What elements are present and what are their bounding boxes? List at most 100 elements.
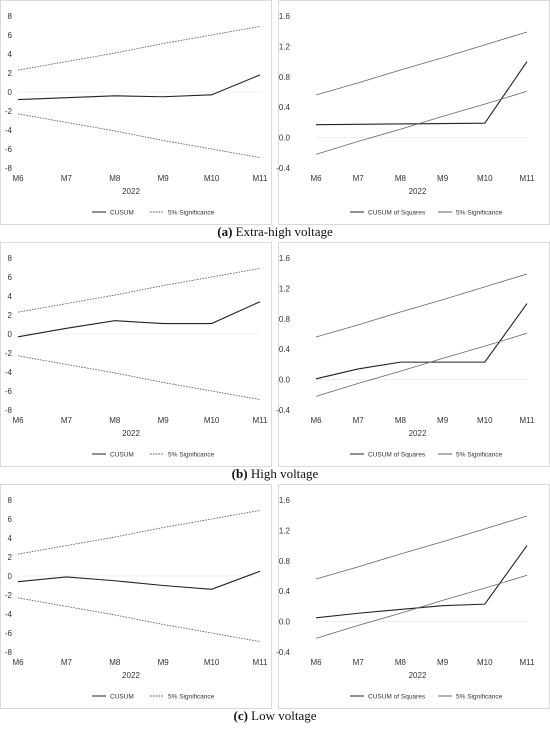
y-tick-label: 0 bbox=[8, 330, 13, 339]
y-tick-label: -2 bbox=[5, 591, 13, 600]
x-tick-label: M10 bbox=[204, 416, 220, 425]
y-tick-label: -6 bbox=[5, 387, 13, 396]
significance-upper-line bbox=[315, 31, 528, 96]
significance-upper-line bbox=[315, 273, 528, 338]
y-tick-label: 0.8 bbox=[279, 557, 291, 566]
chart-legend: CUSUM 5% Significance bbox=[92, 210, 215, 217]
cusum-chart: -8 -6 -4 -2 0 2 4 6 8 M6 M7 M8 M9 M10 M11 2022 CUSUM 5% S… bbox=[0, 484, 272, 709]
significance-lower-line bbox=[315, 90, 528, 155]
y-tick-label: 1.6 bbox=[279, 496, 291, 505]
legend-label: 5% Significance bbox=[168, 694, 215, 701]
x-tick-label: M11 bbox=[253, 416, 269, 425]
y-tick-label: 1.2 bbox=[279, 42, 291, 51]
x-axis-label: 2022 bbox=[122, 429, 140, 438]
series-line-cusum-of-squares bbox=[315, 61, 528, 126]
x-tick-label: M8 bbox=[395, 416, 407, 425]
legend-label: 5% Significance bbox=[456, 210, 503, 217]
chart-legend: CUSUM 5% Significance bbox=[92, 694, 215, 701]
panel-caption: (b) High voltage bbox=[232, 466, 319, 481]
significance-upper-line bbox=[17, 510, 261, 555]
x-tick-label: M10 bbox=[204, 658, 220, 667]
y-tick-label: -0.4 bbox=[276, 406, 290, 415]
y-tick-label: -6 bbox=[5, 629, 13, 638]
y-tick-label: -2 bbox=[5, 107, 13, 116]
caption-letter: (c) bbox=[233, 708, 247, 723]
x-tick-label: M6 bbox=[310, 416, 322, 425]
legend-label: 5% Significance bbox=[456, 452, 503, 459]
legend-label: CUSUM bbox=[110, 694, 134, 701]
y-tick-label: 6 bbox=[8, 515, 13, 524]
series-line-cusum-of-squares bbox=[315, 545, 528, 619]
x-tick-label: M6 bbox=[12, 174, 24, 183]
cusum-squares-chart: -0.4 0.0 0.4 0.8 1.2 1.6 M6 M7 M8 M9 M10 M11 2022 CUS… bbox=[276, 0, 550, 225]
x-tick-label: M8 bbox=[109, 416, 121, 425]
y-tick-label: 1.6 bbox=[279, 12, 291, 21]
y-tick-label: 8 bbox=[8, 254, 13, 263]
series-line-cusum bbox=[17, 74, 261, 101]
significance-upper-line bbox=[315, 515, 528, 580]
y-tick-label: 2 bbox=[8, 553, 13, 562]
x-tick-label: M11 bbox=[253, 174, 269, 183]
y-tick-label: 0.0 bbox=[279, 618, 291, 627]
y-tick-label: -8 bbox=[5, 406, 13, 415]
x-tick-label: M9 bbox=[437, 658, 449, 667]
legend-label: CUSUM bbox=[110, 452, 134, 459]
x-tick-label: M7 bbox=[61, 174, 73, 183]
significance-lower-line bbox=[315, 574, 528, 639]
y-tick-label: 4 bbox=[8, 50, 13, 59]
x-tick-label: M11 bbox=[520, 658, 536, 667]
cusum-chart: -8 -6 -4 -2 0 2 4 6 8 M6 M7 M8 M9 M10 M11 2022 CUSUM 5% S… bbox=[0, 242, 272, 467]
legend-label: CUSUM of Squares bbox=[368, 452, 426, 459]
series-line-cusum bbox=[17, 301, 261, 338]
x-tick-label: M6 bbox=[310, 658, 322, 667]
caption-text: Low voltage bbox=[248, 708, 317, 723]
y-tick-label: 0.4 bbox=[279, 587, 291, 596]
y-tick-label: 2 bbox=[8, 69, 13, 78]
caption-letter: (a) bbox=[217, 224, 232, 239]
y-tick-label: -4 bbox=[5, 126, 13, 135]
chart-frame bbox=[0, 0, 272, 225]
x-tick-label: M9 bbox=[158, 416, 170, 425]
y-tick-label: 6 bbox=[8, 31, 13, 40]
y-tick-label: 6 bbox=[8, 273, 13, 282]
x-tick-label: M11 bbox=[253, 658, 269, 667]
chart-frame bbox=[0, 242, 272, 467]
x-tick-label: M7 bbox=[61, 416, 73, 425]
y-tick-label: -2 bbox=[5, 349, 13, 358]
panel-c: -8 -6 -4 -2 0 2 4 6 8 M6 M7 M8 M9 M10 M11 2022 CUSUM 5% S… bbox=[0, 484, 550, 723]
y-tick-label: 1.6 bbox=[279, 254, 291, 263]
x-axis-label: 2022 bbox=[409, 429, 427, 438]
y-tick-label: 2 bbox=[8, 311, 13, 320]
x-tick-label: M9 bbox=[437, 416, 449, 425]
x-tick-label: M7 bbox=[353, 174, 365, 183]
x-tick-label: M6 bbox=[12, 416, 24, 425]
cusum-squares-chart: -0.4 0.0 0.4 0.8 1.2 1.6 M6 M7 M8 M9 M10 M11 2022 CUS… bbox=[276, 242, 550, 467]
x-tick-label: M10 bbox=[204, 174, 220, 183]
x-tick-label: M9 bbox=[437, 174, 449, 183]
y-tick-label: 4 bbox=[8, 534, 13, 543]
y-tick-label: -0.4 bbox=[276, 648, 290, 657]
caption-text: High voltage bbox=[248, 466, 319, 481]
significance-lower-line bbox=[315, 332, 528, 397]
legend-label: CUSUM of Squares bbox=[368, 694, 426, 701]
x-tick-label: M10 bbox=[477, 658, 493, 667]
x-tick-label: M7 bbox=[353, 658, 365, 667]
y-tick-label: 0.4 bbox=[279, 345, 291, 354]
x-axis-label: 2022 bbox=[122, 671, 140, 680]
x-tick-label: M8 bbox=[109, 658, 121, 667]
panel-b: -8 -6 -4 -2 0 2 4 6 8 M6 M7 M8 M9 M10 M11 2022 CUSUM 5% S… bbox=[0, 242, 550, 481]
y-tick-label: 0 bbox=[8, 572, 13, 581]
legend-label: 5% Significance bbox=[168, 452, 215, 459]
significance-lower-line bbox=[17, 597, 261, 642]
y-tick-label: 8 bbox=[8, 496, 13, 505]
series-line-cusum bbox=[17, 570, 261, 590]
x-tick-label: M11 bbox=[520, 174, 536, 183]
y-tick-label: 0.0 bbox=[279, 376, 291, 385]
y-tick-label: 1.2 bbox=[279, 526, 291, 535]
x-tick-label: M8 bbox=[109, 174, 121, 183]
x-tick-label: M9 bbox=[158, 658, 170, 667]
legend-label: CUSUM bbox=[110, 210, 134, 217]
x-axis-label: 2022 bbox=[409, 187, 427, 196]
y-tick-label: -8 bbox=[5, 648, 13, 657]
